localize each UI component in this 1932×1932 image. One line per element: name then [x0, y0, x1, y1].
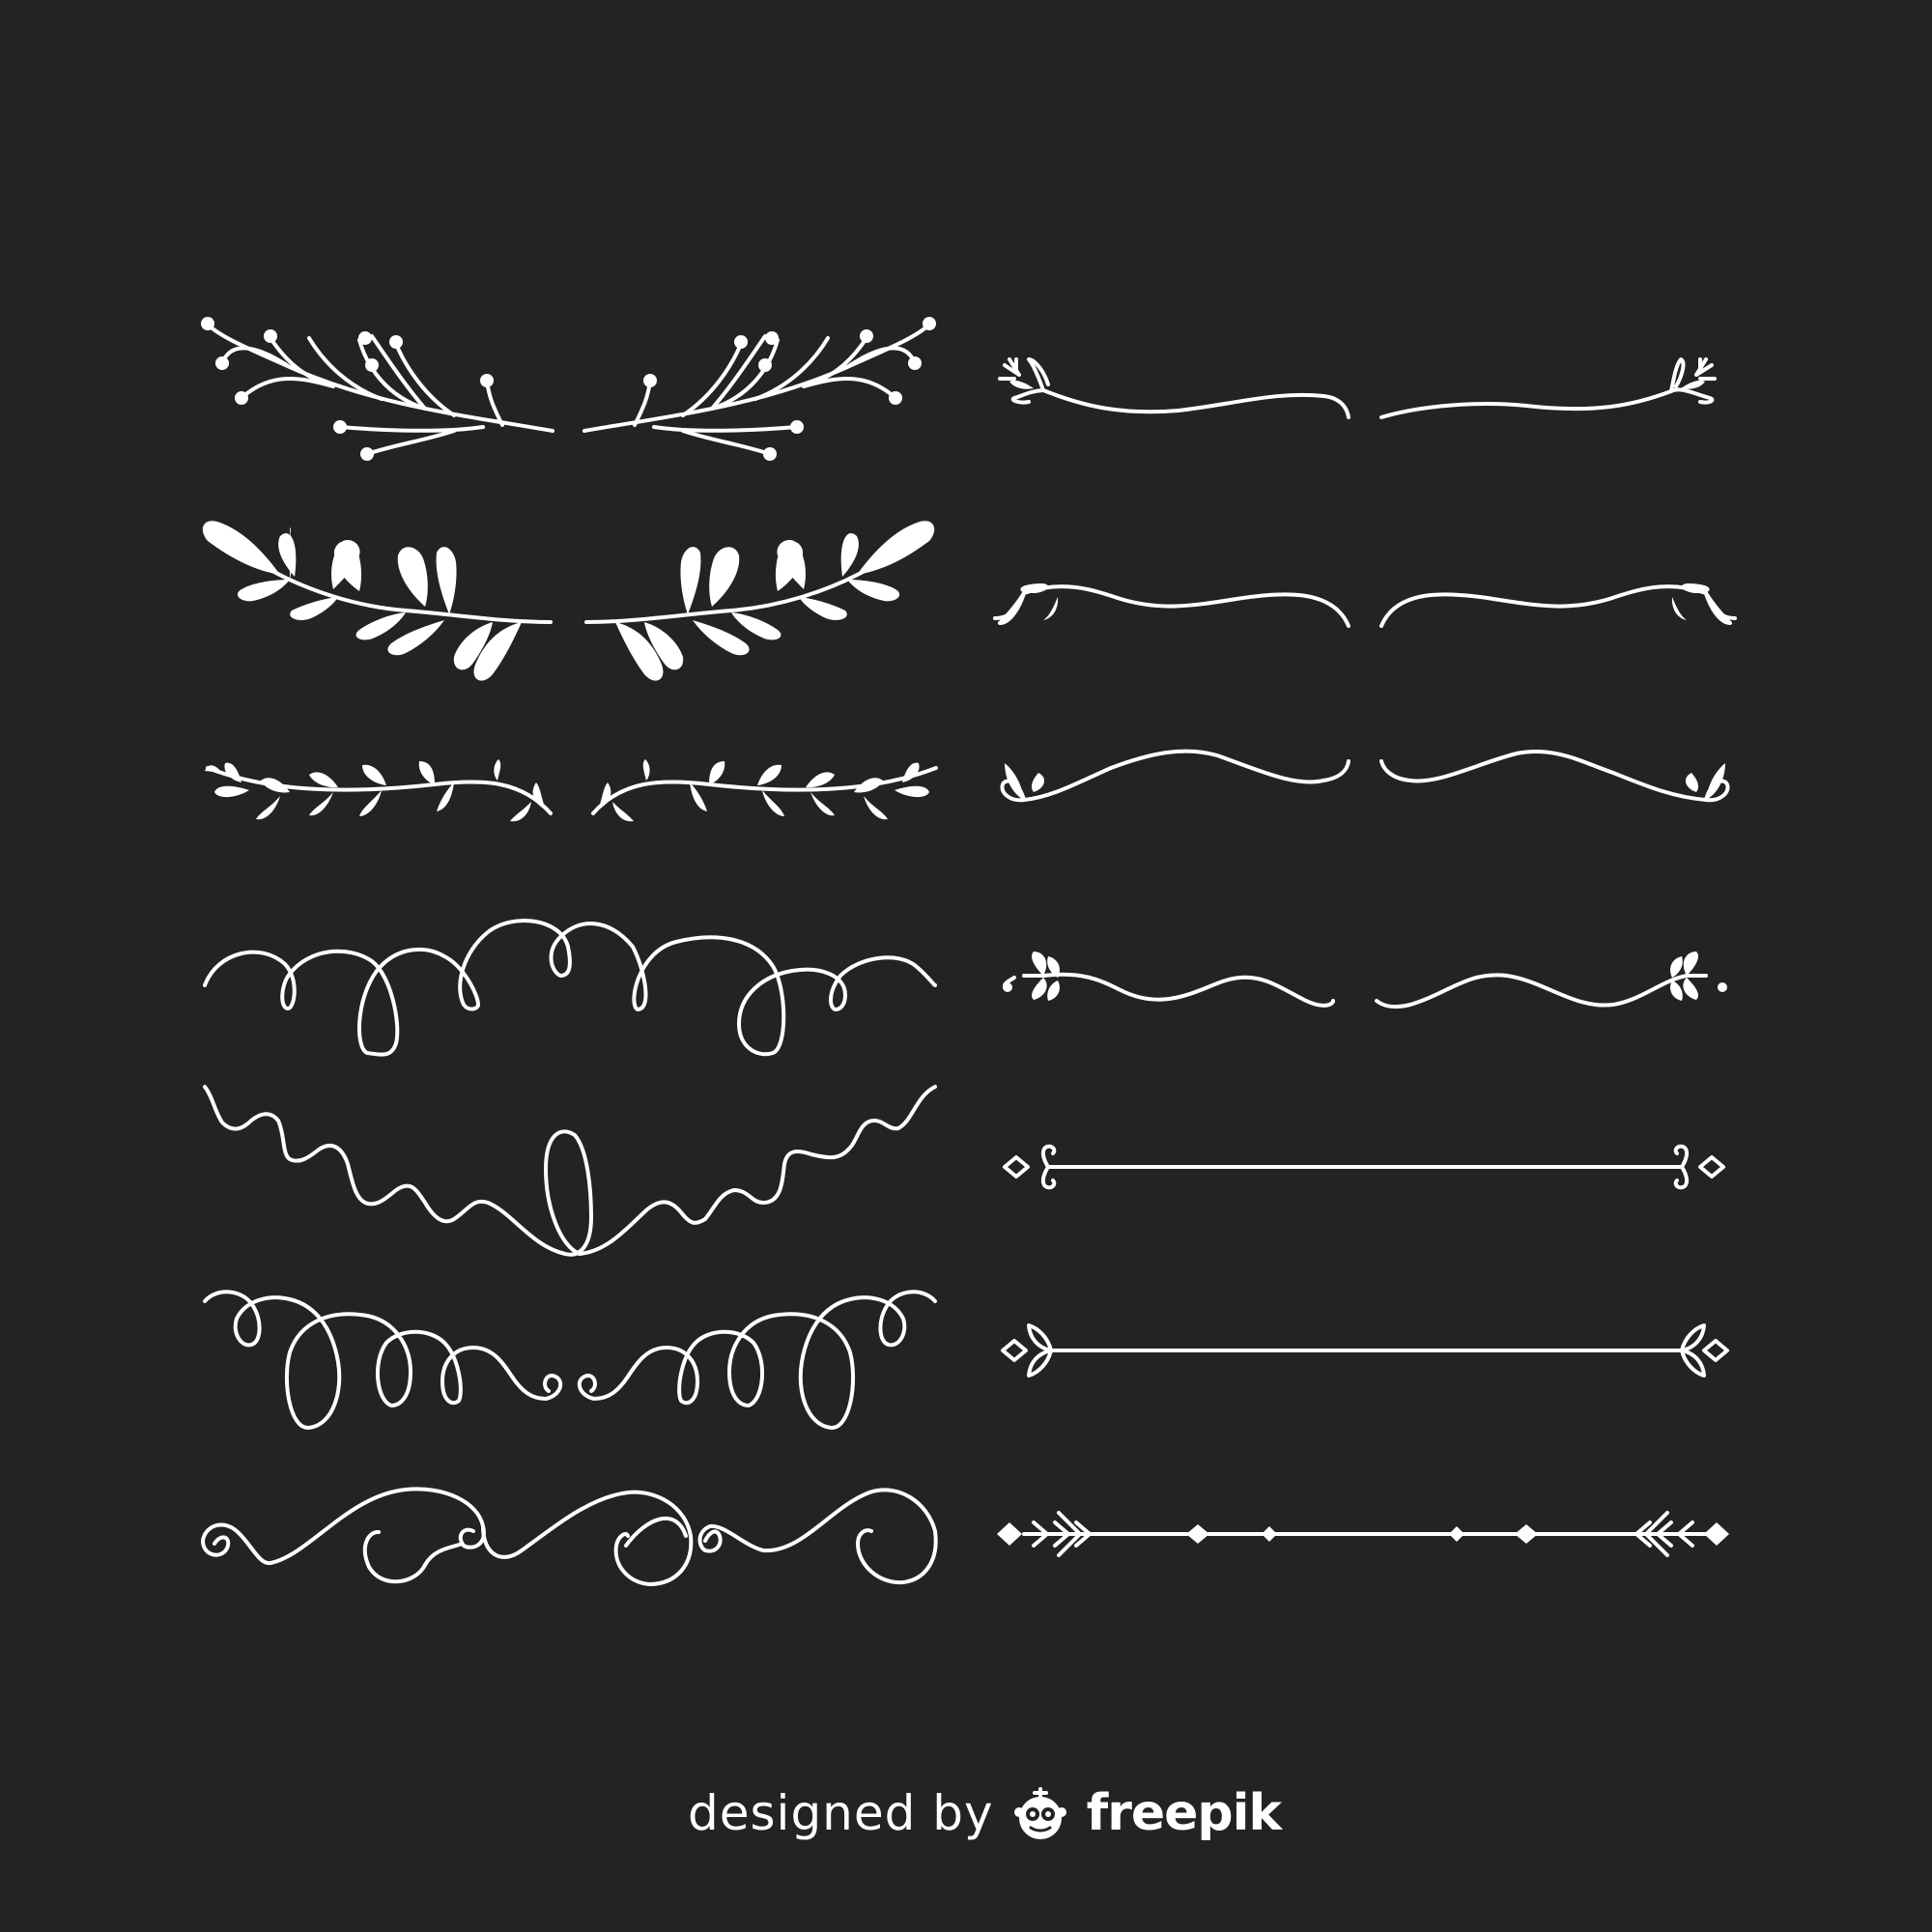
leaf-tip-wave-divider	[1000, 749, 1730, 803]
leaf-wave-divider	[993, 583, 1737, 628]
squiggle-loop-divider	[203, 1085, 937, 1257]
leaf-branch-right	[584, 521, 935, 681]
berry-branch-right	[582, 317, 936, 461]
credit-prefix: designed by	[688, 1785, 994, 1841]
curl-loop-divider	[203, 919, 937, 1057]
swirl-scroll-divider	[201, 1487, 938, 1586]
credit-brand: freepik	[1086, 1784, 1282, 1842]
berry-branch-left	[201, 317, 554, 461]
diamond-hook-line-divider	[1003, 1144, 1725, 1190]
berry-branch-divider	[201, 317, 936, 461]
vine-leaf-divider	[205, 759, 938, 822]
vine-leaf-left	[205, 759, 553, 822]
double-curl-divider	[203, 1290, 937, 1430]
arrow-diamond-line-divider	[997, 1511, 1729, 1557]
vine-leaf-right	[591, 759, 938, 822]
freepik-logo-icon	[1013, 1787, 1066, 1839]
leaf-diamond-line-divider	[1001, 1323, 1729, 1378]
heart-leaf-wave-divider	[1003, 952, 1727, 1009]
designed-by-credit: designed by freepik	[688, 1783, 1282, 1843]
leaf-branch-left	[202, 521, 553, 681]
sprig-wave-divider	[998, 357, 1717, 419]
leaf-branch-divider	[202, 521, 935, 681]
